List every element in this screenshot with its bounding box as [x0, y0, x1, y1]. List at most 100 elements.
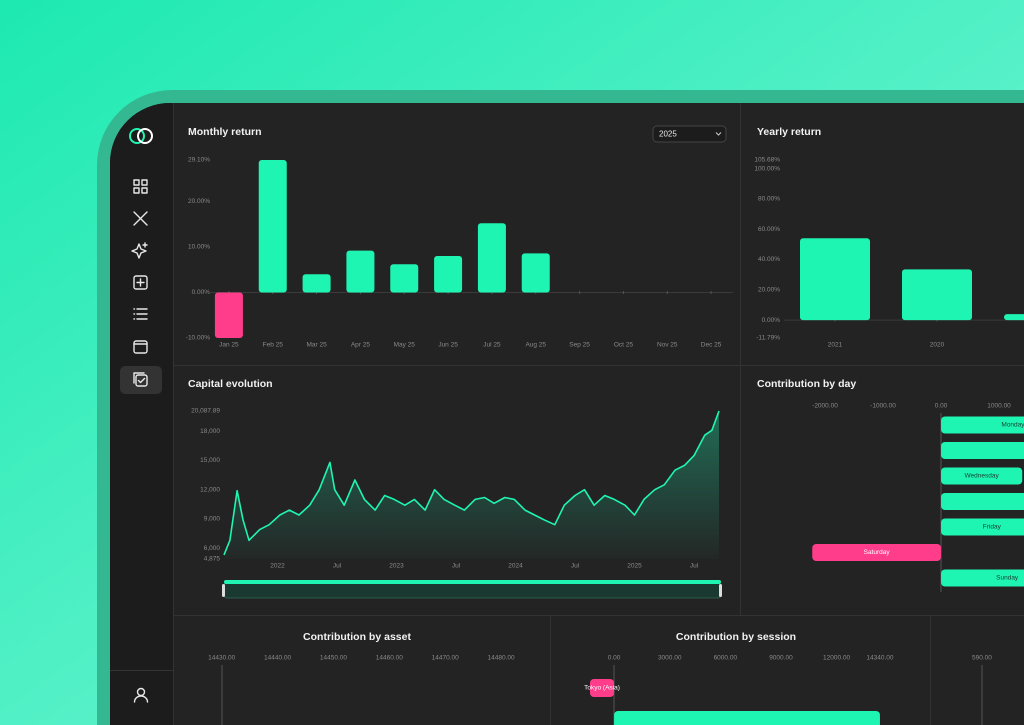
bar	[800, 238, 870, 321]
y-tick-label: 80.00%	[758, 196, 780, 203]
x-tick-label: Jul	[333, 563, 342, 570]
navigator-handle-left	[222, 584, 225, 597]
logo	[129, 128, 153, 144]
chart-panel: Contribution by day -2000.00 -1000.00 0.00 1…	[757, 378, 1024, 592]
x-tick-label: Jun 25	[438, 342, 458, 349]
line	[223, 410, 720, 556]
chart-panel: Yearly return -11.79% 0.00% 20.00% 40.00% 60.…	[754, 126, 1024, 349]
bar	[346, 250, 375, 293]
bar	[434, 256, 463, 293]
nav-list[interactable]	[133, 308, 148, 320]
x-tick-label: 14460.00	[376, 655, 403, 662]
chart-title: Contribution by day	[757, 378, 856, 390]
nav-tools[interactable]	[133, 211, 148, 226]
y-tick-label: 18,000	[200, 428, 220, 435]
chart-panel: Capital evolution 4,875 6,000 9,000 12,000 15…	[188, 378, 722, 599]
nav-ai[interactable]	[131, 242, 148, 259]
y-tick-label: 0.00%	[192, 289, 211, 296]
x-tick-label: 2025	[627, 563, 642, 570]
x-tick-label: Aug 25	[525, 342, 546, 349]
x-tick-label: 12000.00	[823, 655, 850, 662]
chart-title: Contribution by session	[676, 631, 796, 643]
bar	[941, 467, 1023, 485]
y-tick-label: -10.00%	[186, 335, 210, 342]
x-tick-label: 14450.00	[320, 655, 347, 662]
x-tick-label: 2023	[389, 563, 404, 570]
x-tick-label: Feb 25	[263, 342, 284, 349]
bar	[941, 493, 1024, 510]
bar	[521, 253, 550, 293]
x-tick-label: Apr 25	[351, 342, 371, 349]
y-tick-label: 20.00%	[188, 198, 210, 205]
navigator-bar	[224, 580, 721, 584]
dividers	[110, 103, 1024, 725]
y-tick-label: 0.00%	[762, 317, 781, 324]
sidebar	[110, 103, 173, 725]
nav-journal[interactable]	[133, 372, 148, 387]
bar	[614, 711, 880, 725]
x-tick-label: Mar 25	[306, 342, 327, 349]
bar	[941, 442, 1024, 459]
bar	[902, 269, 972, 321]
bar	[390, 264, 419, 293]
bar-label: Friday	[983, 524, 1002, 531]
bar	[941, 569, 1024, 587]
bar-label: Saturday	[864, 549, 891, 556]
nav-add[interactable]	[133, 275, 148, 290]
x-tick-label: 3000.00	[658, 655, 682, 662]
x-tick-label: 2022	[270, 563, 285, 570]
chart-title: Contribution by asset	[303, 631, 411, 643]
bar	[1004, 314, 1024, 321]
y-tick-label: 60.00%	[758, 226, 780, 233]
x-tick-label: -2000.00	[812, 403, 838, 410]
y-tick-label: 15,000	[200, 457, 220, 464]
x-tick-label: 14340.00	[866, 655, 893, 662]
navigator-track	[223, 582, 722, 599]
screen	[110, 103, 1024, 725]
x-tick-label: 14470.00	[432, 655, 459, 662]
bar-label: Monday	[1001, 422, 1024, 429]
y-tick-label: 100.00%	[754, 165, 780, 172]
chart-panel: Contribution by session 0.00 3000.00 6000.0…	[584, 631, 894, 725]
bar	[302, 274, 331, 293]
x-tick-label: May 25	[394, 342, 416, 349]
select-box[interactable]	[652, 125, 727, 143]
y-tick-label: 29.10%	[188, 157, 210, 164]
x-tick-label: 2024	[508, 563, 523, 570]
bar-label: Wednesday	[965, 473, 1000, 480]
x-tick-label: 9000.00	[769, 655, 793, 662]
chart-panel: Contribution by asset 14430.00 14440.00 144…	[208, 631, 515, 725]
chart-panel: Monthly return -10.00% 0.00% 10.00% 20.00% 29…	[186, 126, 733, 349]
y-tick-label: 40.00%	[758, 256, 780, 263]
bar	[589, 679, 615, 697]
x-tick-label: 6000.00	[714, 655, 738, 662]
year-select[interactable]: 2025	[652, 125, 727, 143]
select-value[interactable]: 2025	[659, 130, 677, 139]
x-tick-label: 0.00	[935, 403, 948, 410]
x-tick-label: Jul 25	[483, 342, 501, 349]
chart-title: Monthly return	[188, 126, 262, 138]
nav-profile[interactable]	[133, 687, 149, 703]
bar-label: Sunday	[996, 575, 1019, 582]
x-tick-label: 2020	[930, 342, 945, 349]
x-tick-label: Jul	[571, 563, 580, 570]
y-tick-label: 12,000	[200, 486, 220, 493]
y-tick-label: 10.00%	[188, 244, 210, 251]
y-tick-label: 9,000	[204, 516, 221, 523]
y-tick-label: 20.00%	[758, 287, 780, 294]
x-tick-label: 14480.00	[488, 655, 515, 662]
nav-dashboard[interactable]	[133, 179, 148, 194]
x-tick-label: Jul	[690, 563, 699, 570]
x-tick-label: 2021	[828, 342, 843, 349]
y-tick-label: 4,875	[204, 556, 221, 563]
x-tick-label: Oct 25	[614, 342, 634, 349]
x-tick-label: Nov 25	[657, 342, 678, 349]
chart-panel: 590.00	[972, 655, 992, 725]
select-chevron	[715, 132, 722, 136]
x-tick-label: 1000.00	[987, 403, 1011, 410]
bar	[258, 160, 287, 293]
x-tick-label: Jan 25	[219, 342, 239, 349]
nav-window[interactable]	[133, 340, 148, 354]
x-tick-label: Sep 25	[569, 342, 590, 349]
